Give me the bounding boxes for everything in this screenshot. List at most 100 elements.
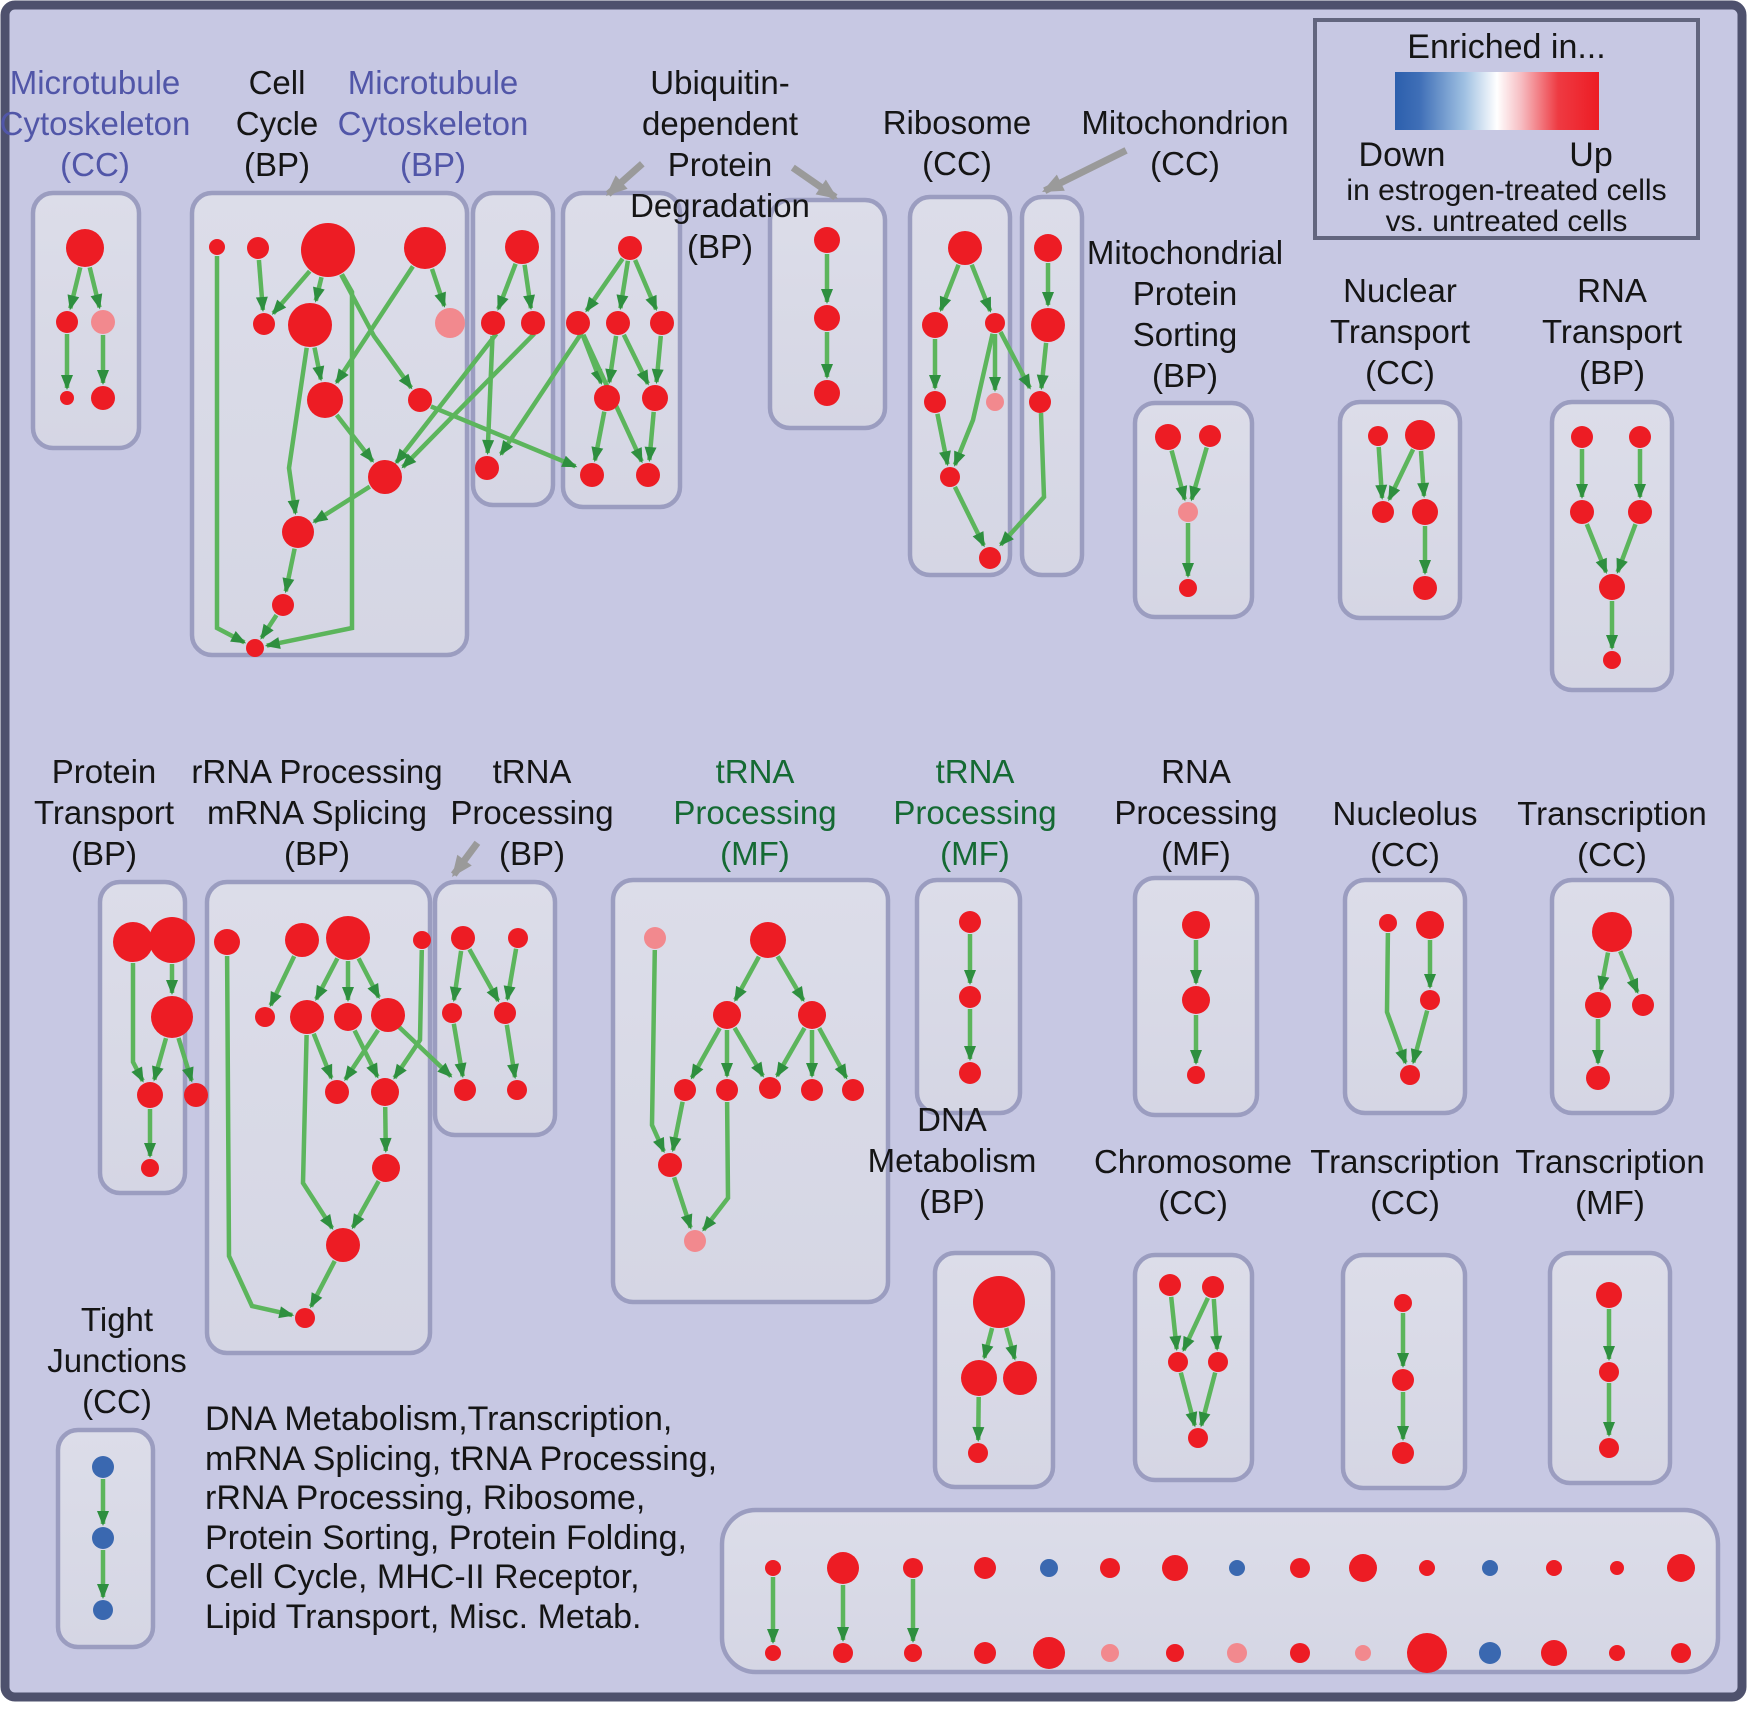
label-pointer-arrow (1042, 147, 1128, 194)
microtubule-cc-node-up (66, 229, 104, 267)
microtubule-cc-box (30, 190, 142, 451)
nuclear-transport-node-up (1372, 501, 1394, 523)
trna-mf-big-node-weak-up (644, 927, 666, 949)
rrna-mrna-node-up (295, 1308, 315, 1328)
trna-mf-big-node-weak-up (684, 1230, 706, 1252)
ubiquitin-1-node-up (566, 311, 590, 335)
dna-metabolism-node-up (968, 1443, 988, 1463)
ubiquitin-1-edge (644, 411, 657, 463)
misc-node-top (765, 1560, 781, 1576)
chromosome-edge (1181, 1296, 1210, 1353)
cell-cycle-node-up (288, 303, 332, 347)
nuclear-transport-box (1337, 399, 1463, 621)
trna-bp-node-up (508, 928, 528, 948)
rrna-mrna-edge (309, 1259, 337, 1309)
nuclear-transport-node-up (1412, 499, 1438, 525)
rrna-mrna-node-up (290, 1000, 324, 1034)
misc-node-bottom (1479, 1642, 1501, 1664)
nucleolus-box (1342, 877, 1468, 1116)
trna-mf-big-node-up (801, 1079, 823, 1101)
rrna-mrna-node-up (371, 1078, 399, 1106)
misc-node-top (1419, 1560, 1435, 1576)
rrna-mrna-edge (343, 1028, 380, 1082)
rrna-mrna-edge (350, 1180, 381, 1230)
ubiquitin-1-node-up (642, 385, 668, 411)
protein-transport-node-up (184, 1083, 208, 1107)
misc-node-bottom (1609, 1645, 1625, 1661)
trna-bp-node-up (454, 1079, 476, 1101)
chromosome-edge (1198, 1372, 1218, 1428)
transcription-cc-mid-node-up (1586, 1066, 1610, 1090)
rna-processing-mf-node-up (1187, 1066, 1205, 1084)
nuclear-transport-node-up (1413, 576, 1437, 600)
microtubule-cc-node-weak-up (91, 310, 115, 334)
transcription-mf-node-up (1596, 1282, 1622, 1308)
cell-cycle-edge (313, 276, 325, 303)
ubiquitin-1-edge (616, 260, 631, 311)
ubiquitin-1-edge (633, 259, 659, 312)
nucleolus-edge (1410, 1010, 1430, 1065)
nucleolus-node-up (1420, 990, 1440, 1010)
rrna-mrna-edge (311, 1032, 334, 1080)
cell-cycle-edge (429, 268, 447, 308)
transcription-cc-mid-edge (1597, 952, 1611, 992)
cell-cycle-node-up (368, 460, 402, 494)
misc-node-top (1349, 1554, 1377, 1582)
cell-cycle-node-up (404, 227, 446, 269)
microtubule-bp-edge (496, 262, 518, 311)
misc-node-top (827, 1552, 859, 1584)
microtubule-bp-node-up (521, 311, 545, 335)
misc-node-bottom (904, 1644, 922, 1662)
cell-cycle-node-up (272, 594, 294, 616)
nuclear-transport-node-up (1405, 420, 1435, 450)
cell-cycle-edge (214, 256, 247, 645)
ribosome-edge (952, 485, 986, 548)
rna-transport-node-up (1629, 426, 1651, 448)
trna-bp-edge (449, 950, 464, 1003)
cell-cycle-edge (255, 259, 268, 312)
legend-up-label: Up (1569, 136, 1613, 174)
transcription-mf-node-up (1599, 1362, 1619, 1382)
mitochondrion-node-up (1031, 308, 1065, 342)
transcription-cc-bot-node-up (1392, 1369, 1414, 1391)
rrna-mrna-node-up (413, 931, 431, 949)
misc-node-top (1162, 1555, 1188, 1581)
rna-transport-edge (1584, 523, 1609, 574)
rrna-mrna-node-up (371, 998, 405, 1032)
cell-cycle-node-weak-up (435, 308, 465, 338)
cell-cycle-edge (259, 613, 279, 640)
ribosome-node-up (922, 312, 948, 338)
legend-gradient-bar (1395, 72, 1599, 130)
legend-subtitle-line1: in estrogen-treated cells (1346, 174, 1667, 207)
cross-box-edge (998, 330, 1032, 390)
rna-processing-mf-node-up (1182, 986, 1210, 1014)
misc-node-bottom (1290, 1643, 1310, 1663)
transcription-mf-node-up (1599, 1438, 1619, 1458)
dna-metabolism-node-up (961, 1360, 997, 1396)
misc-node-bottom (1541, 1640, 1567, 1666)
chromosome-node-up (1188, 1428, 1208, 1448)
misc-node-top (1667, 1554, 1695, 1582)
protein-transport-edge (130, 963, 145, 1083)
misc-node-bottom (1407, 1633, 1447, 1673)
tight-junctions-node-down (92, 1456, 114, 1478)
microtubule-cc-node-up (56, 311, 78, 333)
chromosome-node-up (1168, 1352, 1188, 1372)
rrna-mrna-node-up (325, 1080, 349, 1104)
ubiquitin-1-node-up (618, 236, 642, 260)
misc-node-top (974, 1557, 996, 1579)
tight-junctions-node-down (93, 1600, 113, 1620)
chromosome-edge (1168, 1296, 1182, 1352)
misc-node-top (1610, 1561, 1624, 1575)
rrna-mrna-box (204, 879, 433, 1356)
trna-mf-narrow-node-up (959, 986, 981, 1008)
tight-junctions-node-down (92, 1527, 114, 1549)
rna-transport-node-up (1571, 426, 1593, 448)
rrna-mrna-node-up (334, 1003, 362, 1031)
ribosome-node-up (985, 313, 1005, 333)
misc-node-top (1040, 1559, 1058, 1577)
dna-metabolism-edge (1004, 1327, 1018, 1361)
ribosome-edge (938, 263, 961, 312)
ribosome-edge (969, 263, 993, 313)
trna-mf-big-edge (775, 1026, 807, 1078)
